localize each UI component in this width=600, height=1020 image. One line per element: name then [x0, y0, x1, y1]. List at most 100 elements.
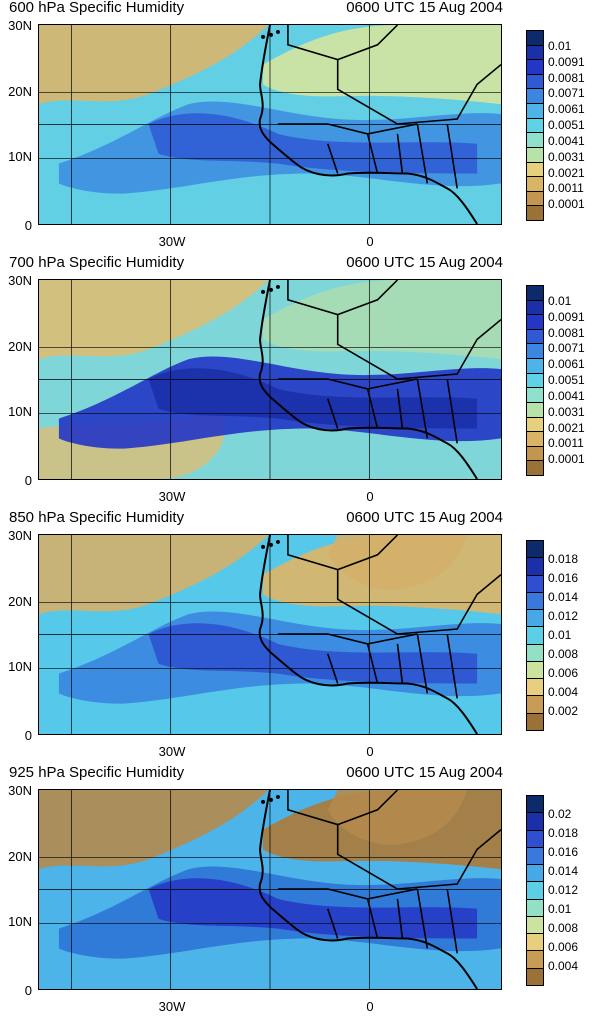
latitude-label: 20N [8, 339, 32, 354]
colorbar-swatch [526, 967, 544, 986]
latitude-label: 20N [8, 84, 32, 99]
longitude-label: 30W [158, 234, 186, 249]
colorbar-swatch [526, 712, 544, 731]
longitude-label: 30W [158, 999, 186, 1014]
longitude-label: 0 [366, 489, 374, 504]
colorbar-label: 0.0011 [548, 181, 584, 196]
panel-time: 0600 UTC 15 Aug 2004 [346, 764, 503, 781]
colorbar-label: 0.004 [548, 959, 579, 973]
colorbar-label: 0.0071 [548, 341, 585, 356]
colorbar-label: 0.008 [548, 647, 579, 661]
colorbar-label: 0.016 [548, 845, 579, 859]
latitude-label: 20N [8, 594, 32, 609]
colorbar-swatch [526, 460, 544, 476]
colorbar-swatch [526, 30, 544, 46]
colorbar-swatch [526, 846, 544, 866]
latitude-label: 30N [8, 18, 32, 33]
colorbar-label: 0.002 [548, 704, 579, 718]
panel-title: 700 hPa Specific Humidity [9, 254, 185, 271]
colorbar-label: 0.01 [548, 38, 572, 53]
colorbar-swatch [526, 540, 544, 559]
colorbar-swatch [526, 678, 544, 697]
latitude-label: 30N [8, 783, 32, 798]
longitude-label: 30W [158, 489, 186, 504]
latitude-label: 10N [8, 149, 32, 164]
colorbar-label: 0.012 [548, 883, 579, 897]
latitude-label: 0 [24, 473, 32, 488]
latitude-label: 10N [8, 404, 32, 419]
map-panel: 925 hPa Specific Humidity 0600 UTC 15 Aug… [0, 764, 600, 1020]
colorbar-swatch [526, 401, 544, 418]
colorbar-swatch [526, 950, 544, 969]
colorbar-label: 0.0061 [548, 102, 585, 117]
colorbar-label: 0.01 [548, 293, 572, 308]
colorbar-swatch [526, 146, 544, 163]
colorbar-swatch [526, 695, 544, 714]
latitude-label: 20N [8, 849, 32, 864]
colorbar-label: 0.0081 [548, 70, 585, 85]
panel-time: 0600 UTC 15 Aug 2004 [346, 0, 503, 16]
latitude-label: 0 [24, 728, 32, 743]
colorbar-swatch [526, 660, 544, 680]
colorbar-swatch [526, 643, 544, 662]
latitude-label: 30N [8, 528, 32, 543]
colorbar-label: 0.0071 [548, 86, 585, 101]
colorbar-label: 0.0051 [548, 118, 585, 132]
latitude-label: 30N [8, 273, 32, 288]
latitude-label: 0 [24, 218, 32, 233]
panel-time: 0600 UTC 15 Aug 2004 [346, 509, 503, 526]
colorbar-swatch [526, 59, 544, 75]
colorbar-label: 0.0021 [548, 420, 585, 435]
latitude-label: 10N [8, 659, 32, 674]
colorbar-swatch [526, 609, 544, 628]
colorbar-swatch [526, 161, 544, 178]
colorbar-swatch [526, 574, 544, 593]
colorbar-swatch [526, 933, 544, 952]
colorbar-label: 0.0081 [548, 325, 585, 340]
colorbar: 0.01 0.0091 0.0081 0.0071 0.0061 0.0051 0.0041… [526, 285, 585, 476]
colorbar-label: 0.0021 [548, 165, 585, 180]
colorbar-label: 0.0011 [548, 436, 584, 451]
colorbar-label: 0.0091 [548, 54, 585, 69]
colorbar-swatch [526, 387, 544, 403]
colorbar-label: 0.02 [548, 807, 572, 821]
colorbar-swatch [526, 103, 544, 119]
colorbar-label: 0.016 [548, 571, 579, 585]
colorbar-label: 0.0001 [548, 452, 585, 467]
humidity-map [38, 24, 502, 225]
colorbar-swatch [526, 44, 544, 61]
panel-time: 0600 UTC 15 Aug 2004 [346, 254, 503, 271]
panel-title: 850 hPa Specific Humidity [9, 509, 185, 526]
colorbar-label: 0.0041 [548, 388, 585, 403]
colorbar-swatch [526, 176, 544, 192]
colorbar-swatch [526, 358, 544, 374]
colorbar-label: 0.0091 [548, 309, 585, 324]
latitude-label: 10N [8, 914, 32, 929]
colorbar-swatch [526, 557, 544, 576]
colorbar-label: 0.014 [548, 590, 579, 604]
colorbar-swatch [526, 431, 544, 447]
map-panel: 600 hPa Specific Humidity 0600 UTC 15 Aug… [0, 0, 600, 255]
colorbar-swatch [526, 829, 544, 848]
colorbar-swatch [526, 73, 544, 90]
colorbar-swatch [526, 328, 544, 345]
colorbar-label: 0.008 [548, 921, 579, 935]
colorbar-label: 0.006 [548, 940, 579, 954]
colorbar-swatch [526, 864, 544, 883]
colorbar-swatch [526, 190, 544, 207]
humidity-map [38, 789, 502, 990]
colorbar: 0.02 0.018 0.016 0.014 0.012 0.01 0.008 0.006 0.… [526, 795, 578, 986]
colorbar-label: 0.018 [548, 826, 579, 840]
colorbar-swatch [526, 795, 544, 814]
colorbar-swatch [526, 285, 544, 301]
colorbar-swatch [526, 445, 544, 462]
colorbar-label: 0.0051 [548, 373, 585, 387]
colorbar-label: 0.0031 [548, 404, 585, 419]
colorbar-swatch [526, 205, 544, 221]
colorbar-label: 0.0031 [548, 149, 585, 164]
humidity-map [38, 534, 502, 735]
colorbar-swatch [526, 812, 544, 831]
colorbar-swatch [526, 132, 544, 148]
longitude-label: 0 [366, 999, 374, 1014]
